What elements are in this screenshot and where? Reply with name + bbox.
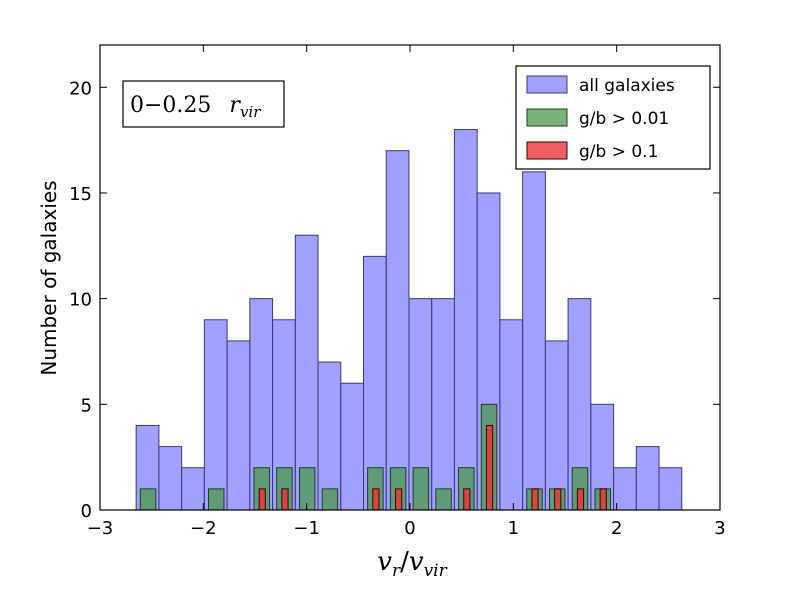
bar-series-2-bin-0 — [258, 488, 266, 511]
x-axis-label-slash: / — [400, 547, 409, 577]
y-axis-label: Number of galaxies — [37, 180, 61, 375]
x-tick-label-1: −2 — [190, 518, 217, 539]
legend-label-gb-01: g/b > 0.1 — [579, 142, 658, 162]
legend-label-gb-001: g/b > 0.01 — [579, 109, 669, 129]
bar-series-0-bin-9 — [340, 382, 364, 511]
bar-series-1-bin-5 — [321, 488, 339, 511]
legend-swatch-gb-01 — [526, 141, 568, 160]
x-tick-label-0: −3 — [87, 518, 114, 539]
y-tick-label-0: 0 — [81, 501, 92, 522]
bar-series-0-bin-3 — [203, 319, 228, 511]
bar-series-0-bin-2 — [181, 467, 205, 511]
x-axis-label-v2: v — [409, 547, 424, 577]
legend-label-all-galaxies: all galaxies — [579, 76, 675, 96]
bar-series-2-bin-8 — [576, 488, 585, 511]
x-axis-label-sub-r: r — [392, 561, 401, 581]
legend-swatch-gb-001 — [526, 108, 568, 127]
bar-series-2-bin-1 — [281, 488, 289, 511]
bar-series-1-bin-8 — [412, 467, 430, 511]
x-tick-label-3: 0 — [404, 518, 415, 539]
legend: all galaxies g/b > 0.01 g/b > 0.1 — [515, 65, 711, 170]
bar-series-2-bin-4 — [463, 488, 471, 511]
range-annotation-symbol: r — [229, 93, 241, 118]
bar-series-0-bin-11 — [385, 150, 410, 511]
bar-series-1-bin-4 — [298, 467, 316, 511]
bar-series-0-bin-16 — [499, 319, 524, 511]
bar-series-0-bin-8 — [317, 361, 342, 511]
bar-series-1-bin-1 — [208, 488, 225, 511]
y-tick-label-4: 20 — [69, 78, 92, 99]
range-annotation-box — [122, 80, 285, 128]
bar-series-0-bin-22 — [635, 446, 660, 511]
y-tick-label-2: 10 — [69, 290, 92, 311]
x-tick-label-2: −1 — [293, 518, 320, 539]
range-annotation-text: 0−0.25 rvir — [130, 93, 261, 121]
x-axis-label-sub-vir: vir — [424, 561, 448, 581]
range-annotation: 0−0.25 rvir — [122, 80, 285, 128]
bar-series-0-bin-13 — [431, 298, 455, 511]
legend-swatch-all-galaxies — [526, 75, 568, 94]
y-tick-label-3: 15 — [69, 184, 92, 205]
range-annotation-subscript: vir — [240, 103, 261, 121]
bar-series-2-bin-5 — [485, 424, 494, 511]
x-axis-label: vr/vvir — [377, 547, 447, 581]
bar-series-2-bin-2 — [372, 488, 380, 511]
bar-series-1-bin-0 — [139, 488, 157, 511]
ticks-group: −3 −2 −1 0 1 2 3 0 5 10 15 20 — [69, 45, 726, 539]
x-tick-label-6: 3 — [714, 518, 725, 539]
x-tick-label-4: 1 — [508, 518, 519, 539]
bar-series-2-bin-6 — [531, 488, 539, 511]
bar-series-2-bin-3 — [395, 488, 403, 511]
bar-series-0-bin-17 — [522, 171, 546, 511]
x-axis-label-v: v — [377, 547, 392, 577]
y-tick-label-1: 5 — [81, 395, 92, 416]
bar-series-2-bin-9 — [599, 488, 607, 511]
bar-series-0-bin-1 — [158, 446, 183, 511]
bar-series-0-bin-4 — [226, 340, 251, 511]
bar-series-1-bin-9 — [435, 488, 452, 511]
bar-series-2-bin-7 — [554, 488, 562, 511]
bar-series-0-bin-18 — [544, 340, 569, 511]
bar-series-0-bin-14 — [453, 129, 478, 511]
bar-series-0-bin-23 — [658, 467, 683, 511]
x-tick-label-5: 2 — [611, 518, 622, 539]
range-annotation-range: 0−0.25 — [130, 93, 211, 118]
